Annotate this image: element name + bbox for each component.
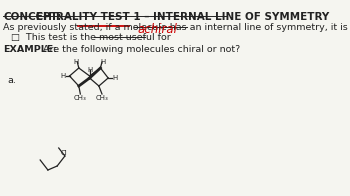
Text: H: H — [87, 67, 92, 73]
Text: a.: a. — [8, 76, 16, 85]
Text: CH₃: CH₃ — [74, 95, 87, 101]
Text: CHIRALITY TEST 1 – INTERNAL LINE OF SYMMETRY: CHIRALITY TEST 1 – INTERNAL LINE OF SYMM… — [33, 12, 330, 22]
Text: EXAMPLE:: EXAMPLE: — [3, 45, 57, 54]
Text: H: H — [60, 73, 65, 79]
Text: H: H — [100, 59, 105, 65]
Text: H: H — [112, 75, 118, 81]
Text: As previously stated, if a molecule has an internal line of symmetry, it is: As previously stated, if a molecule has … — [3, 23, 350, 32]
Text: achiral: achiral — [138, 23, 177, 35]
Text: Are the following molecules chiral or not?: Are the following molecules chiral or no… — [37, 45, 240, 54]
Text: H: H — [74, 59, 79, 65]
Text: CH₃: CH₃ — [96, 95, 108, 101]
Text: Cl: Cl — [60, 150, 67, 156]
Text: □  This test is the most useful for: □ This test is the most useful for — [11, 33, 174, 42]
Text: CONCEPT:: CONCEPT: — [3, 12, 61, 22]
